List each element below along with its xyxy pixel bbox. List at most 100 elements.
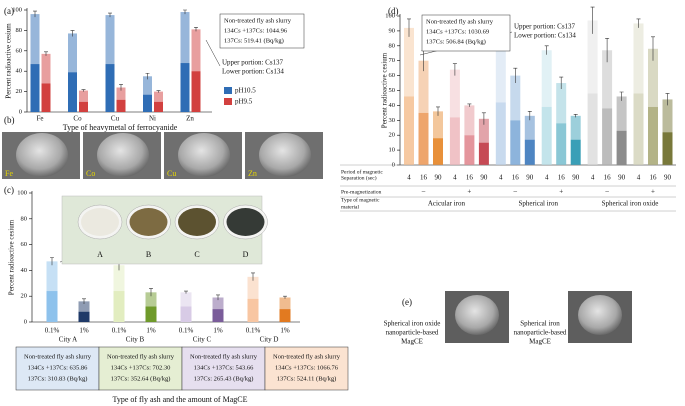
x-tick-label: 0.1%: [45, 327, 60, 335]
bar-upper: [404, 27, 414, 97]
bar-upper: [143, 76, 152, 95]
sample: [178, 208, 216, 236]
particle: [455, 295, 499, 335]
note-box: [219, 13, 305, 49]
bar-upper: [541, 50, 552, 107]
error-bar: [283, 295, 287, 299]
error-bar: [619, 91, 624, 101]
x-tick-label: 16: [558, 174, 566, 182]
note-box: [421, 14, 511, 52]
bar-lower: [145, 306, 157, 322]
x-tick-label: 1%: [146, 327, 156, 335]
sample: [129, 208, 168, 236]
image-label: Fe: [5, 169, 13, 178]
legend-label: pH9.5: [235, 98, 253, 106]
bar-upper: [212, 297, 224, 310]
error-bar: [559, 76, 564, 90]
error-bar: [513, 67, 518, 84]
image-label: Zn: [248, 169, 257, 178]
bar-lower: [510, 120, 521, 165]
error-bar: [149, 288, 153, 297]
bar-lower: [41, 83, 51, 112]
caption: MagCE: [529, 338, 551, 346]
bar-lower: [616, 130, 627, 165]
error-bar: [407, 18, 411, 37]
x-tick-label: 16: [466, 174, 474, 182]
premag-label: –: [421, 188, 426, 196]
bar-upper: [191, 29, 201, 72]
premag-label: +: [651, 188, 655, 196]
bar-upper: [633, 23, 644, 94]
photo-label: A: [97, 250, 103, 259]
photo-label: C: [194, 250, 199, 259]
error-bar: [194, 27, 198, 32]
bar-lower: [464, 135, 475, 165]
error-bar: [156, 90, 161, 93]
bar-upper: [180, 12, 190, 64]
note-box: [15, 346, 100, 391]
note-text: Non-treated fly ash slurry: [273, 353, 341, 360]
particle: [178, 133, 230, 177]
photo-label: B: [146, 250, 151, 259]
sample: [81, 208, 119, 236]
panel-label: (a): [4, 6, 14, 16]
bar-lower: [279, 309, 291, 322]
bar-upper: [616, 96, 627, 131]
note-text: 137Cs: 265.43 (Bq/kg): [194, 375, 254, 382]
error-bar: [108, 12, 112, 18]
material-label: Spherical iron oxide: [602, 200, 659, 208]
bar-lower: [247, 298, 259, 322]
bar-lower: [495, 102, 506, 165]
row-label: material: [341, 204, 359, 210]
y-axis-label: Percent radioactive cesium: [381, 52, 389, 128]
panel-label: (e): [402, 297, 412, 307]
y-tick-label: 60: [389, 72, 396, 79]
error-bar: [81, 89, 86, 92]
x-axis-label: Type of heavymetal of ferrocyanide: [63, 123, 178, 132]
bar-upper: [464, 105, 475, 136]
bar-upper: [602, 50, 613, 109]
error-bar: [44, 51, 48, 56]
bar-lower: [541, 106, 552, 165]
bar-upper: [433, 111, 443, 139]
bar-upper: [418, 60, 429, 113]
y-tick-label: 90: [389, 27, 396, 34]
x-tick-label: 4: [499, 174, 503, 182]
row-label: Period of magnetic: [341, 168, 383, 175]
note-text: 134Cs +137Cs: 1030.69: [426, 28, 489, 35]
caption: nanoparticle-based: [514, 329, 567, 337]
error-bar: [452, 63, 457, 76]
x-tick-label: 90: [435, 174, 443, 182]
error-bar: [251, 272, 255, 281]
error-bar: [573, 114, 578, 118]
bar-upper: [79, 90, 88, 102]
x-tick-label: 4: [591, 174, 595, 182]
legend-label: pH10.5: [235, 87, 256, 95]
note-text: Non-treated fly ash slurry: [190, 353, 258, 360]
portion-text: Lower portion: Cs134: [222, 68, 284, 76]
note-text: 137Cs: 506.84 (Bq/kg): [426, 38, 486, 45]
bar-lower: [633, 93, 644, 165]
y-tick-label: 60: [21, 241, 28, 248]
caption: nanoparticle-based: [386, 329, 439, 337]
y-tick-label: 70: [389, 57, 396, 64]
bar-upper: [41, 53, 51, 84]
bar-lower: [68, 72, 77, 112]
bar-upper: [510, 75, 521, 121]
note-text: 134Cs +137Cs: 543.66: [194, 364, 255, 371]
error-bar: [605, 38, 610, 63]
bar-lower: [79, 101, 88, 112]
premag-label: –: [513, 188, 518, 196]
panel-label: (c): [4, 185, 14, 195]
bar-upper: [78, 301, 90, 312]
row-label: Separation (sec): [341, 174, 377, 181]
bar-upper: [154, 91, 163, 102]
bar-upper: [105, 15, 115, 65]
caption: MagCE: [401, 338, 423, 346]
bar-lower: [524, 139, 535, 165]
error-bar: [481, 112, 486, 125]
bar-lower: [570, 139, 581, 165]
y-tick-label: 20: [16, 88, 23, 95]
error-bar: [665, 93, 670, 106]
x-tick-label: 1%: [79, 327, 89, 335]
